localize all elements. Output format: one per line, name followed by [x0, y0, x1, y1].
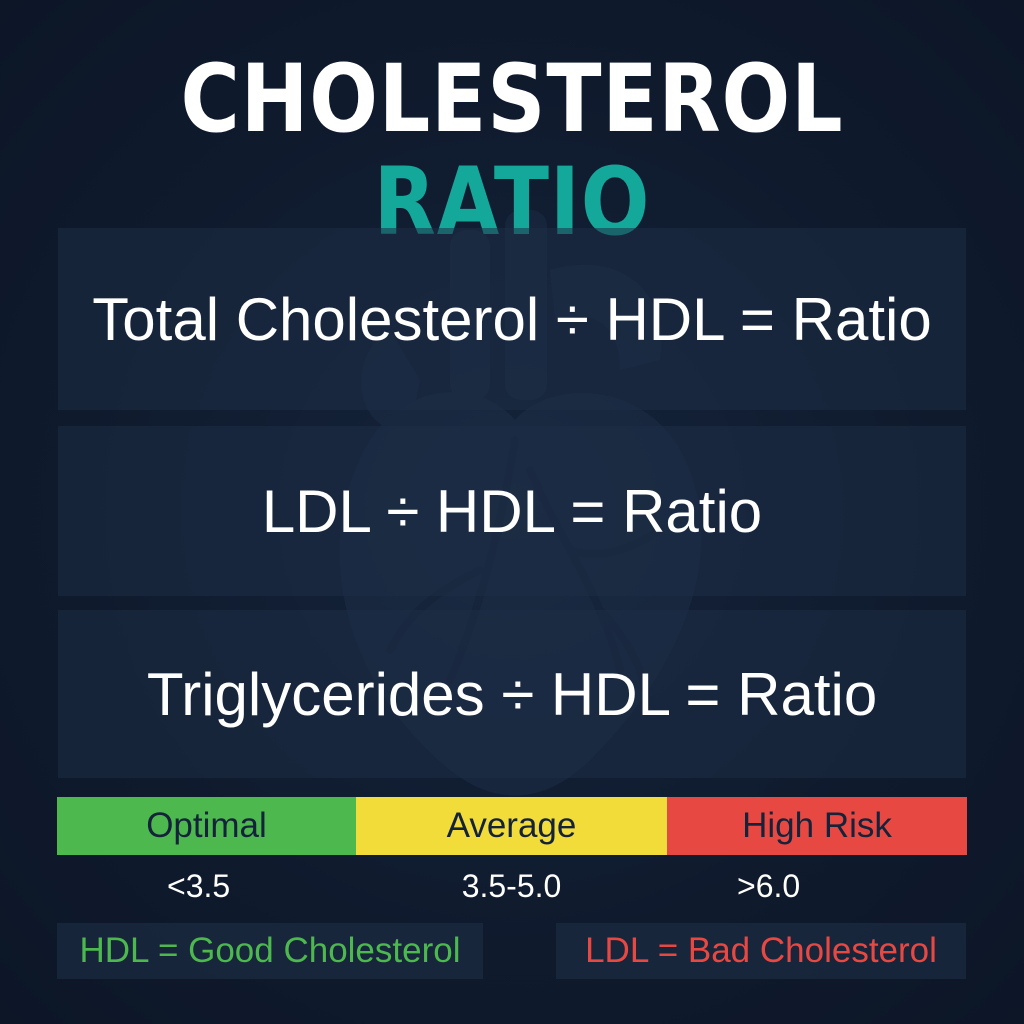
formula-text: Total Cholesterol ÷ HDL = Ratio [92, 285, 932, 353]
scale-value-optimal: <3.5 [167, 867, 231, 904]
formula-panel-triglycerides: Triglycerides ÷ HDL = Ratio [58, 610, 966, 778]
formula-text: Triglycerides ÷ HDL = Ratio [146, 660, 878, 728]
scale-value-high-risk: >6.0 [737, 867, 801, 904]
scale-segment-high-risk: High Risk [667, 797, 967, 855]
note-bad-cholesterol: LDL = Bad Cholesterol [556, 923, 966, 979]
risk-scale-values: <3.5 3.5-5.0 >6.0 [57, 862, 967, 910]
page-title: CHOLESTEROL RATIO [72, 48, 953, 255]
formula-text: LDL ÷ HDL = Ratio [261, 477, 763, 545]
title-part-1: CHOLESTEROL [180, 45, 844, 154]
scale-segment-optimal: Optimal [57, 797, 356, 855]
formula-panel-total: Total Cholesterol ÷ HDL = Ratio [58, 228, 966, 410]
note-good-cholesterol: HDL = Good Cholesterol [57, 923, 483, 979]
scale-value-average: 3.5-5.0 [461, 867, 562, 904]
scale-segment-average: Average [356, 797, 667, 855]
formula-panel-ldl: LDL ÷ HDL = Ratio [58, 426, 966, 596]
risk-scale-bar: Optimal Average High Risk [57, 797, 967, 855]
